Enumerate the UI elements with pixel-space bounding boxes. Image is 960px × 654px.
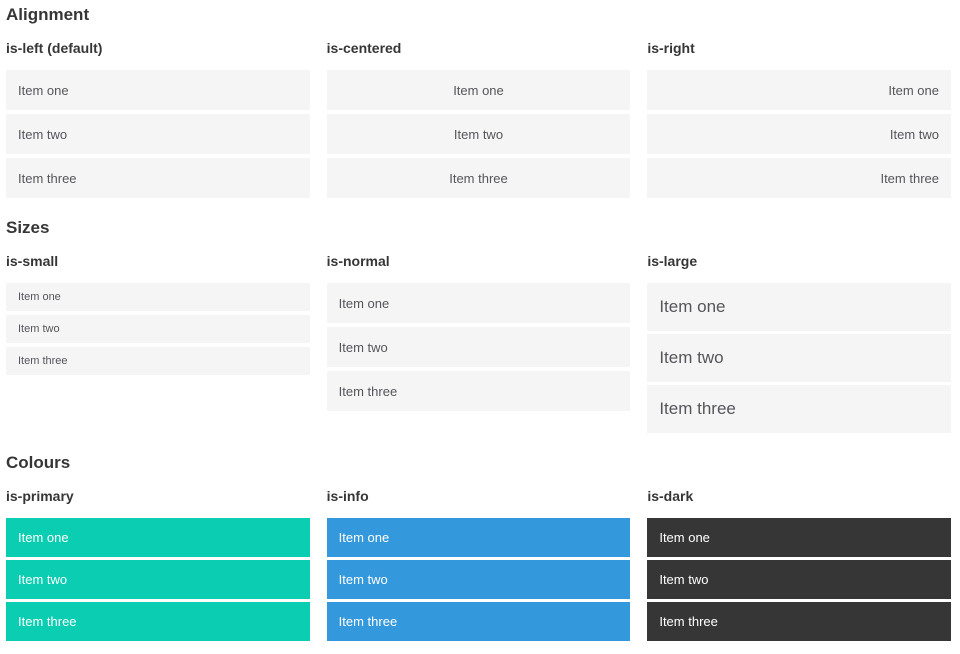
column-is-small: is-small Item one Item two Item three xyxy=(6,253,310,375)
list-item: Item one xyxy=(647,518,951,557)
list-item: Item three xyxy=(6,602,310,641)
column-heading: is-normal xyxy=(326,253,390,269)
column-heading: is-right xyxy=(647,40,695,56)
list-item: Item three xyxy=(326,371,631,411)
column-heading: is-large xyxy=(647,253,698,269)
list-item: Item two xyxy=(6,114,310,154)
item-list: Item one Item two Item three xyxy=(326,70,631,198)
list-item: Item two xyxy=(6,560,310,599)
list-item: Item three xyxy=(6,158,310,198)
list-item: Item one xyxy=(326,70,631,110)
section-title: Colours xyxy=(6,453,71,472)
item-list: Item one Item two Item three xyxy=(6,283,310,375)
item-list: Item one Item two Item three xyxy=(6,518,310,641)
list-item: Item one xyxy=(647,70,951,110)
list-item: Item three xyxy=(647,602,951,641)
section-colours: Colours is-primary Item one Item two Ite… xyxy=(6,453,951,641)
column-is-left: is-left (default) Item one Item two Item… xyxy=(6,40,310,198)
list-item: Item two xyxy=(647,334,951,382)
list-item: Item one xyxy=(6,70,310,110)
list-item: Item three xyxy=(647,385,951,433)
list-item: Item three xyxy=(326,602,631,641)
column-heading: is-left (default) xyxy=(6,40,103,56)
item-list: Item one Item two Item three xyxy=(326,283,631,411)
column-is-primary: is-primary Item one Item two Item three xyxy=(6,488,310,641)
column-heading: is-primary xyxy=(6,488,74,504)
section-alignment: Alignment is-left (default) Item one Ite… xyxy=(6,5,951,198)
column-is-dark: is-dark Item one Item two Item three xyxy=(647,488,951,641)
item-list: Item one Item two Item three xyxy=(647,70,951,198)
item-list: Item one Item two Item three xyxy=(6,70,310,198)
list-item: Item one xyxy=(6,518,310,557)
column-is-normal: is-normal Item one Item two Item three xyxy=(326,253,631,411)
column-heading: is-small xyxy=(6,253,59,269)
alignment-columns: is-left (default) Item one Item two Item… xyxy=(6,40,951,198)
item-list: Item one Item two Item three xyxy=(647,283,951,433)
list-item: Item one xyxy=(326,283,631,323)
list-item: Item two xyxy=(6,315,310,343)
list-item: Item one xyxy=(326,518,631,557)
column-is-centered: is-centered Item one Item two Item three xyxy=(326,40,631,198)
section-title: Sizes xyxy=(6,218,50,237)
column-heading: is-dark xyxy=(647,488,694,504)
section-sizes: Sizes is-small Item one Item two Item th… xyxy=(6,218,951,433)
list-item: Item three xyxy=(326,158,631,198)
list-item: Item two xyxy=(647,114,951,154)
column-is-info: is-info Item one Item two Item three xyxy=(326,488,631,641)
list-item: Item two xyxy=(326,114,631,154)
list-item: Item two xyxy=(326,327,631,367)
list-item: Item one xyxy=(647,283,951,331)
item-list: Item one Item two Item three xyxy=(326,518,631,641)
list-item: Item three xyxy=(647,158,951,198)
list-item: Item two xyxy=(647,560,951,599)
list-item: Item one xyxy=(6,283,310,311)
column-heading: is-centered xyxy=(326,40,402,56)
list-item: Item two xyxy=(326,560,631,599)
section-title: Alignment xyxy=(6,5,90,24)
list-item: Item three xyxy=(6,347,310,375)
item-list: Item one Item two Item three xyxy=(647,518,951,641)
column-heading: is-info xyxy=(326,488,369,504)
column-is-right: is-right Item one Item two Item three xyxy=(647,40,951,198)
column-is-large: is-large Item one Item two Item three xyxy=(647,253,951,433)
colours-columns: is-primary Item one Item two Item three … xyxy=(6,488,951,641)
sizes-columns: is-small Item one Item two Item three is… xyxy=(6,253,951,433)
